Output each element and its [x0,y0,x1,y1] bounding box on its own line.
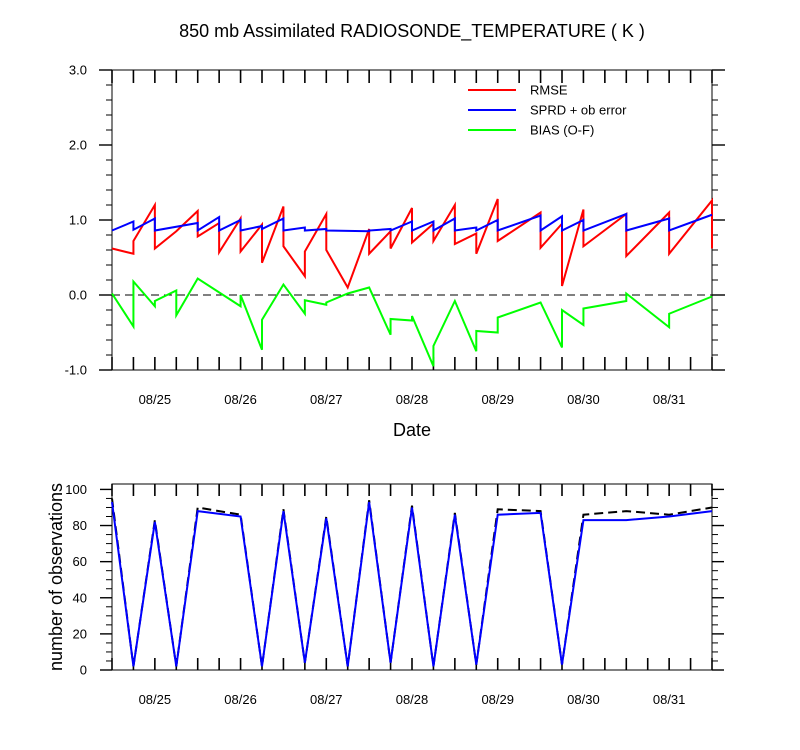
y-tick-label: 20 [73,626,87,641]
x-tick-label: 08/25 [139,692,172,707]
x-tick-label: 08/28 [396,692,429,707]
x-tick-label: 08/26 [224,392,257,407]
top-ytick-labels: -1.0 0.0 1.0 2.0 3.0 [65,63,87,378]
top-series [111,197,713,367]
bottom-xtick-labels: 08/25 08/26 08/27 08/28 08/29 08/30 08/31 [139,692,686,707]
x-tick-label: 08/30 [567,692,600,707]
x-tick-label: 08/30 [567,392,600,407]
x-tick-label: 08/27 [310,392,343,407]
top-xtick-labels: 08/25 08/26 08/27 08/28 08/29 08/30 08/31 [139,392,686,407]
bottom-series [111,498,713,667]
x-tick-label: 08/28 [396,392,429,407]
y-tick-label: 0 [80,663,87,678]
series-possible-line [111,498,713,667]
y-tick-label: 2.0 [69,138,87,153]
x-tick-label: 08/29 [481,692,514,707]
top-chart: -1.00.01.02.03.0 08/25 08/26 08/27 08/28 08/… [65,63,725,440]
legend-rmse-label: RMSE [530,83,568,98]
x-axis-label: Date [393,420,431,440]
y-tick-label: 40 [73,590,87,605]
top-ticks [99,69,725,371]
x-tick-label: 08/27 [310,692,343,707]
x-tick-label: 08/29 [481,392,514,407]
y-tick-label: -1.0 [65,363,87,378]
y-tick-label: 100 [65,482,87,497]
series-assimilated-line [111,501,713,667]
y-axis-label: number of observations [46,483,66,671]
x-tick-label: 08/31 [653,692,686,707]
legend: RMSE SPRD + ob error BIAS (O-F) [468,83,627,138]
y-tick-label: 60 [73,554,87,569]
legend-sprd-ob-error-label: SPRD + ob error [530,103,627,118]
legend-bias-o-f-label: BIAS (O-F) [530,123,594,138]
chart-title: 850 mb Assimilated RADIOSONDE_TEMPERATUR… [179,21,645,42]
bottom-ytick-labels: 0 20 40 60 80 100 [65,482,87,678]
y-tick-label: 3.0 [69,63,87,78]
x-tick-label: 08/26 [224,692,257,707]
series-rmse-line [111,197,713,290]
series-sprd-ob-error-line [111,212,713,233]
y-tick-label: 1.0 [69,213,87,228]
x-tick-label: 08/31 [653,392,686,407]
y-tick-label: 0.0 [69,288,87,303]
x-tick-label: 08/25 [139,392,172,407]
series-bias-o-f-line [111,277,713,367]
y-tick-label: 80 [73,518,87,533]
